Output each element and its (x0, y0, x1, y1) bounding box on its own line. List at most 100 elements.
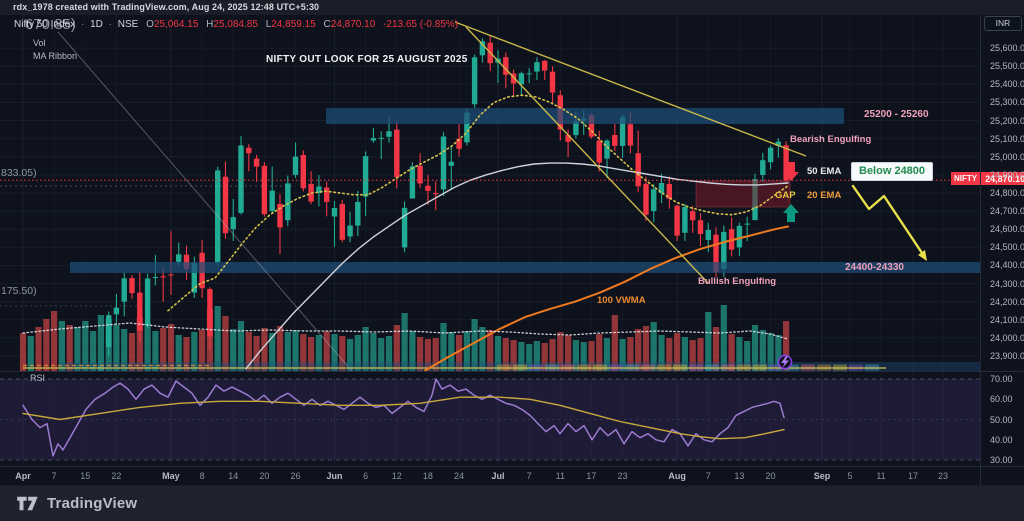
volume-bar (596, 334, 603, 371)
bearish-engulfing-label[interactable]: Bearish Engulfing (790, 134, 872, 145)
ma-ribbon-indicator-legend[interactable]: MA Ribbon (33, 51, 78, 61)
support-zone-label[interactable]: 24400-24330 (845, 262, 904, 273)
volume-bar (767, 333, 774, 371)
below-24800-callout[interactable]: Below 24800 (851, 162, 934, 181)
volume-bar (199, 330, 206, 371)
bearish-arrow-marker[interactable] (783, 162, 799, 181)
candle (674, 205, 680, 236)
volume-bar (136, 317, 143, 371)
candle (121, 278, 127, 302)
rsi-indicator-legend[interactable]: RSI (30, 373, 46, 383)
drawing-price-fragment-mid[interactable]: 833.05) (1, 167, 37, 179)
bullish-engulfing-label[interactable]: Bullish Engulfing (698, 276, 777, 287)
volume-bar (432, 338, 439, 371)
price-tick-label: 25,500.00 (990, 61, 1024, 72)
candle (651, 189, 657, 212)
bullish-arrow-marker[interactable] (783, 204, 799, 222)
candle (183, 254, 190, 270)
candle (760, 160, 766, 175)
rsi-lines (22, 378, 785, 457)
volume-bar (58, 321, 65, 371)
candle (456, 138, 462, 149)
volume-bar (697, 338, 704, 371)
volume-bar (666, 338, 673, 371)
candle (378, 137, 384, 139)
price-tick-label: 24,100.00 (990, 314, 1024, 325)
pane-separator-rsi[interactable] (0, 371, 1024, 372)
volume-bar (347, 339, 354, 371)
rsi-tick-label: 30.00 (990, 455, 1013, 465)
volume-bar (463, 331, 470, 371)
volume-bar (541, 343, 548, 371)
volume-bar (300, 334, 307, 371)
zigzag-arrow[interactable] (851, 184, 927, 261)
time-tick-label: 6 (363, 471, 369, 481)
volume-bar (82, 321, 89, 371)
rsi-tick-label: 50.00 (990, 414, 1013, 425)
candle (355, 201, 361, 226)
price-tick-label: 24,500.00 (990, 242, 1024, 253)
candle (526, 73, 532, 75)
volume-bar (565, 335, 572, 371)
volume-bar (222, 316, 229, 371)
volume-indicator-legend[interactable]: Vol (33, 38, 46, 48)
time-tick-label: Jul (491, 471, 505, 481)
candle (253, 158, 260, 167)
volume-bar (479, 327, 486, 371)
close-value: 24,870.10 (330, 19, 376, 30)
candle (510, 73, 517, 84)
candle (277, 203, 283, 228)
tradingview-logo[interactable]: TradingView (17, 495, 137, 512)
volume-bar (775, 335, 782, 371)
volume-bar (401, 313, 408, 371)
volume-bar (681, 337, 688, 371)
volume-bar (471, 319, 478, 371)
candle (471, 57, 478, 105)
currency-button[interactable]: INR (984, 16, 1022, 31)
candle (215, 170, 221, 262)
ema20-label[interactable]: 20 EMA (807, 190, 842, 201)
candle (152, 277, 159, 279)
chart-area[interactable]: 670.85) Nifty 50 Index · 1D · NSE O25,06… (0, 15, 1024, 485)
volume-bar (642, 326, 650, 371)
symbol-title[interactable]: Nifty 50 Index (14, 19, 76, 30)
chart-title-annotation[interactable]: NIFTY OUT LOOK FOR 25 AUGUST 2025 (266, 54, 468, 65)
volume-bar (315, 335, 322, 371)
interval-label[interactable]: 1D (90, 19, 103, 30)
candle (767, 147, 774, 163)
volume-bar (720, 305, 727, 371)
volume-bar (253, 336, 260, 371)
last-price-label[interactable]: NIFTY 24,870.10 (951, 172, 1024, 185)
vwma-label[interactable]: 100 VWMA (597, 295, 646, 306)
volume-bar (409, 331, 416, 371)
time-tick-label: 17 (586, 471, 597, 481)
chart-plot[interactable] (0, 15, 1024, 485)
high-letter: H (206, 19, 214, 30)
volume-bar (580, 342, 587, 371)
drawing-price-fragment-low[interactable]: 175.50) (1, 285, 37, 297)
ema50-label[interactable]: 50 EMA (807, 166, 842, 177)
volume-bar (759, 330, 766, 371)
candle (627, 124, 634, 146)
drawing-price-fragment-top[interactable]: 670.85) (25, 16, 76, 33)
gap-label[interactable]: GAP (775, 190, 796, 201)
time-tick-label: Aug (668, 471, 686, 481)
change-value: -213.65 (-0.85%) (383, 19, 459, 30)
candle (417, 165, 423, 184)
volume-bar (526, 344, 533, 371)
volume-bar (378, 338, 385, 371)
trendlines[interactable] (0, 21, 807, 372)
zones[interactable] (23, 108, 980, 371)
volume-bar (393, 325, 400, 371)
candle (440, 136, 447, 190)
candle (401, 207, 408, 248)
volume-bar (510, 340, 517, 371)
volume-bar (674, 333, 681, 371)
symbol-legend[interactable]: Nifty 50 Index · 1D · NSE O25,064.15 H25… (14, 19, 458, 30)
time-tick-label: 24 (454, 471, 465, 481)
volume-bar (487, 330, 494, 371)
price-tick-label: 25,300.00 (990, 97, 1024, 108)
price-tick-label: 25,200.00 (990, 115, 1024, 126)
resistance-zone-label[interactable]: 25200 - 25260 (864, 109, 929, 120)
lightning-sticker-icon[interactable] (777, 354, 793, 370)
